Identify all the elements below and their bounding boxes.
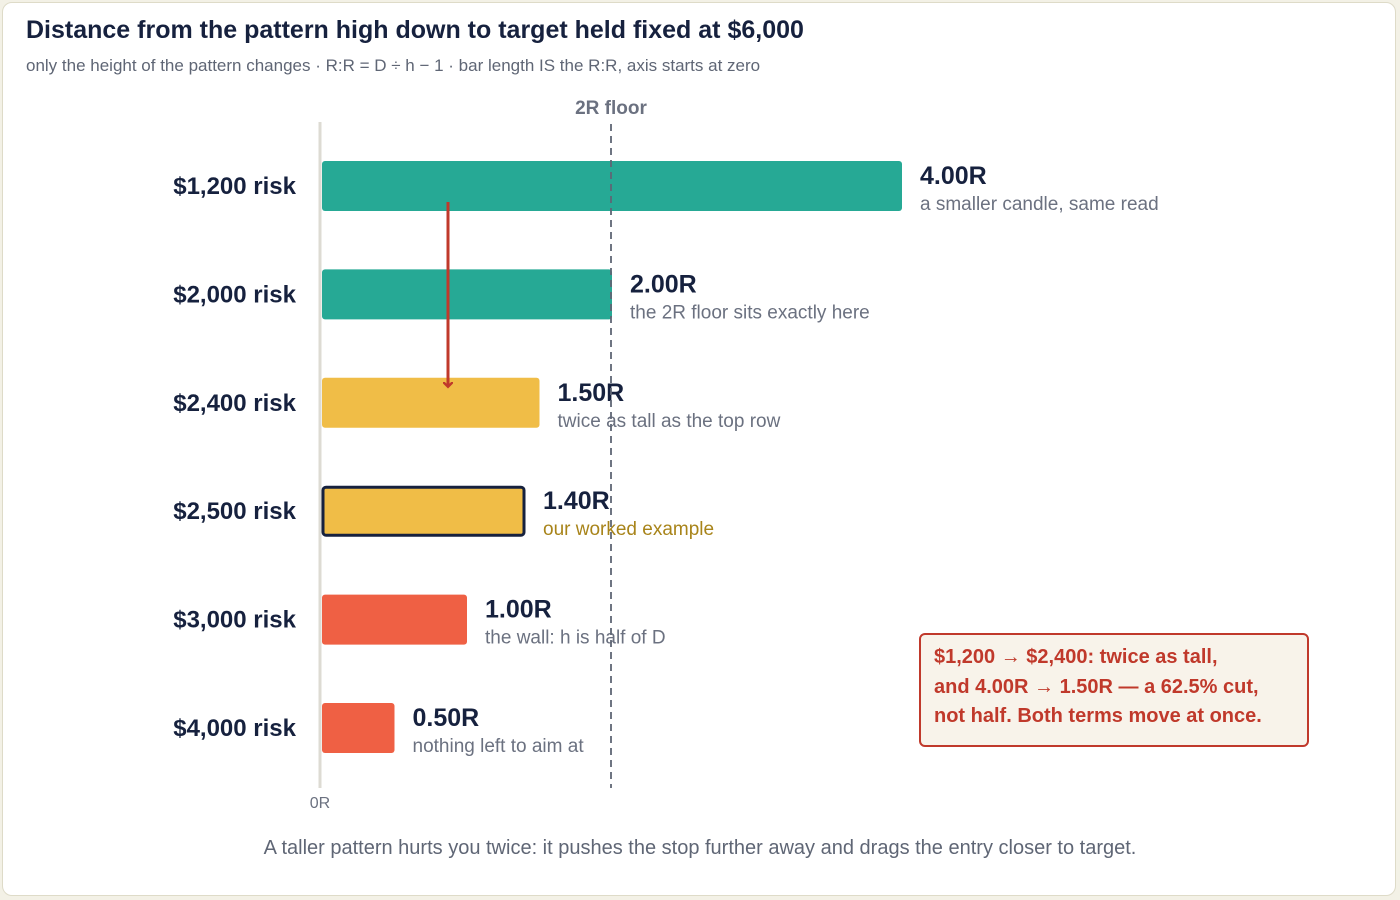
bar	[322, 703, 395, 753]
bar-note: our worked example	[543, 519, 714, 540]
value-label: 1.40R	[543, 487, 610, 515]
callout-line-3: not half. Both terms move at once.	[934, 705, 1262, 727]
value-label: 1.50R	[558, 379, 625, 407]
chart-subtitle: only the height of the pattern changes ·…	[26, 56, 761, 75]
category-label: $2,500 risk	[173, 498, 296, 525]
bar-note: the wall: h is half of D	[485, 628, 666, 649]
callout-line-2: and 4.00R → 1.50R — a 62.5% cut,	[934, 675, 1259, 698]
bar	[322, 269, 612, 320]
axis-tick-label: 0R	[310, 795, 330, 812]
bar	[321, 485, 526, 537]
bar-note: nothing left to aim at	[413, 736, 585, 757]
callout-line-1: $1,200 → $2,400: twice as tall,	[934, 646, 1218, 668]
value-label: 1.00R	[485, 596, 552, 624]
chart-title: Distance from the pattern high down to t…	[26, 16, 804, 44]
category-label: $2,400 risk	[173, 390, 296, 417]
chart-footer: A taller pattern hurts you twice: it pus…	[263, 837, 1137, 859]
bar-note: the 2R floor sits exactly here	[630, 302, 870, 323]
bar-note: a smaller candle, same read	[920, 194, 1159, 215]
floor-reference-label: 2R floor	[575, 98, 647, 119]
insight-callout: $1,200 → $2,400: twice as tall, and 4.00…	[919, 633, 1309, 747]
value-label: 4.00R	[920, 162, 987, 190]
value-label: 0.50R	[413, 704, 480, 732]
bar	[322, 161, 902, 211]
bar-note: twice as tall as the top row	[558, 411, 781, 432]
category-label: $4,000 risk	[173, 715, 296, 742]
category-label: $3,000 risk	[173, 607, 296, 634]
bar	[322, 377, 540, 428]
category-label: $1,200 risk	[173, 173, 296, 200]
bar	[322, 594, 467, 645]
value-label: 2.00R	[630, 270, 697, 298]
category-label: $2,000 risk	[173, 281, 296, 308]
